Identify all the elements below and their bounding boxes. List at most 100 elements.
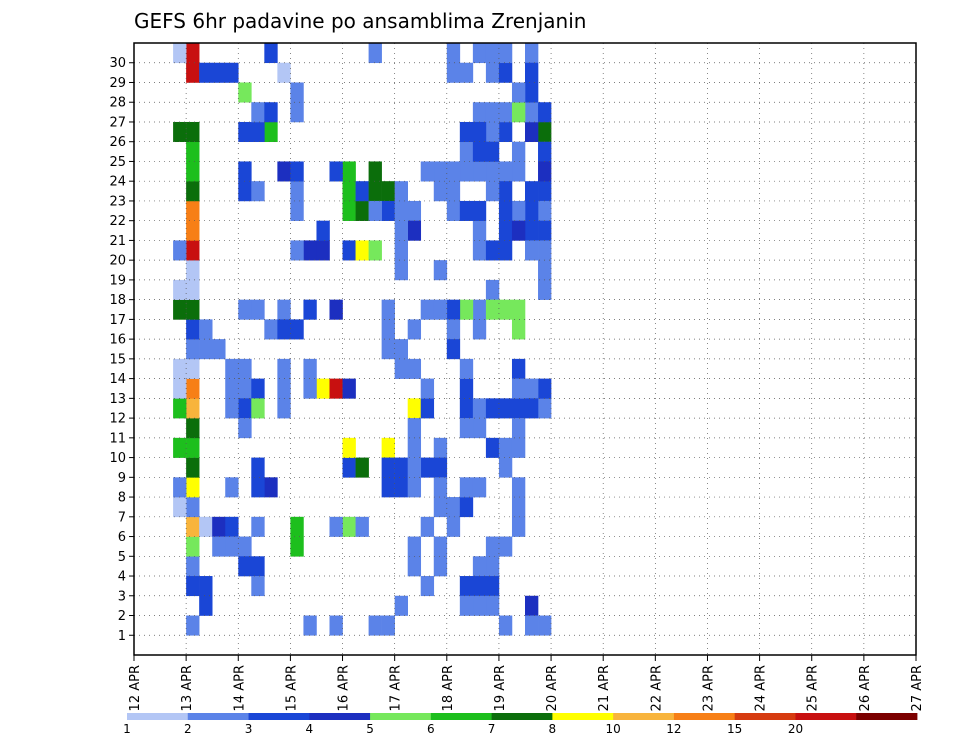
heatmap-cell [407, 319, 422, 340]
heatmap-cell [485, 181, 500, 202]
y-tick-label: 9 [118, 471, 126, 486]
y-tick-label: 19 [109, 273, 126, 288]
heatmap-cell [498, 43, 513, 64]
heatmap-cell [498, 121, 513, 143]
heatmap-cell [511, 398, 526, 419]
x-axis-ticks: 12 APR 13 APR 14 APR 15 APR 16 APR 17 APR 18 A… [128, 655, 925, 711]
heatmap-cell [342, 200, 356, 221]
y-tick-label: 6 [118, 530, 126, 545]
heatmap-cell [199, 516, 213, 537]
legend-label: 10 [606, 722, 621, 736]
heatmap-cell [472, 398, 487, 419]
y-tick-label: 15 [109, 352, 126, 367]
heatmap-cell [238, 358, 252, 379]
x-tick-label: 26 APR [858, 665, 873, 711]
legend-label: 3 [245, 722, 253, 736]
y-tick-label: 28 [109, 96, 126, 111]
legend-color-swatch [370, 713, 432, 720]
y-tick-label: 4 [118, 570, 126, 585]
x-tick-label: 21 APR [597, 665, 612, 711]
heatmap-cell [186, 437, 200, 458]
y-tick-label: 21 [109, 234, 126, 249]
heatmap-cell [394, 339, 408, 360]
heatmap-cell [472, 161, 487, 182]
heatmap-cell [472, 200, 487, 221]
y-tick-label: 13 [109, 392, 126, 407]
heatmap-cell [186, 378, 200, 399]
heatmap-cell [290, 536, 304, 557]
heatmap-cell [446, 161, 461, 182]
heatmap-cell [525, 595, 539, 616]
heatmap-cell [394, 200, 408, 221]
heatmap-cell [485, 240, 500, 261]
heatmap-cell [381, 339, 395, 360]
heatmap-cell [446, 43, 461, 64]
heatmap-cell [173, 43, 187, 64]
heatmap-cell [186, 161, 200, 182]
heatmap-cell [381, 437, 395, 458]
heatmap-cell [251, 516, 265, 537]
y-tick-label: 20 [109, 254, 126, 269]
chart-title: GEFS 6hr padavine po ansamblima Zrenjani… [134, 9, 586, 33]
heatmap-cell [538, 161, 552, 182]
legend-color-swatch [734, 713, 796, 720]
heatmap-cell [525, 82, 539, 103]
heatmap-cell [459, 200, 474, 221]
heatmap-cell [525, 43, 539, 64]
y-tick-label: 5 [118, 550, 126, 565]
heatmap-cell [173, 378, 187, 399]
heatmap-cell [173, 437, 187, 458]
heatmap-cell [433, 260, 448, 281]
heatmap-cell [238, 556, 252, 577]
legend-color-swatch [248, 713, 310, 720]
heatmap-cell [485, 576, 500, 597]
heatmap-cell [329, 516, 343, 537]
heatmap-cell [511, 437, 526, 458]
legend-color-swatch [187, 713, 249, 720]
heatmap-cell [238, 378, 252, 399]
heatmap-cell [420, 516, 435, 537]
heatmap-cell [407, 536, 422, 557]
legend-label: 1 [123, 722, 131, 736]
heatmap-cell [186, 516, 200, 537]
x-tick-label: 20 APR [545, 665, 560, 711]
grid-lines [134, 43, 916, 655]
heatmap-cell [472, 299, 487, 320]
heatmap-cell [251, 299, 265, 320]
heatmap-cell [251, 556, 265, 577]
y-tick-label: 30 [109, 56, 126, 71]
legend-color-swatch [795, 713, 857, 720]
heatmap-cell [342, 516, 356, 537]
heatmap-cell [199, 576, 213, 597]
heatmap-cell [277, 378, 291, 399]
heatmap-cell [225, 477, 239, 498]
y-tick-label: 3 [118, 589, 126, 604]
heatmap-cell [446, 339, 461, 360]
heatmap-cell [433, 457, 448, 478]
heatmap-cell [238, 299, 252, 320]
heatmap-cell [186, 43, 200, 64]
heatmap-cell [368, 615, 382, 636]
heatmap-cell [290, 161, 304, 182]
heatmap-cell [303, 240, 317, 261]
heatmap-cell [511, 319, 526, 340]
heatmap-cell [381, 200, 395, 221]
heatmap-cell [277, 319, 291, 340]
heatmap-cell [277, 299, 291, 320]
heatmap-cell [525, 615, 539, 636]
heatmap-cell [355, 516, 369, 537]
heatmap-cell [381, 181, 395, 202]
heatmap-cell [264, 319, 278, 340]
heatmap-cell [394, 240, 408, 261]
heatmap-cell [446, 200, 461, 221]
heatmap-cell [407, 477, 422, 498]
heatmap-cell [186, 260, 200, 281]
heatmap-cell [251, 576, 265, 597]
heatmap-cell [394, 595, 408, 616]
heatmap-cell [173, 279, 187, 300]
heatmap-cell [538, 240, 552, 261]
x-tick-label: 24 APR [754, 665, 769, 711]
legend-color-swatch [309, 713, 371, 720]
legend-label: 7 [488, 722, 496, 736]
heatmap-cell [238, 418, 252, 439]
